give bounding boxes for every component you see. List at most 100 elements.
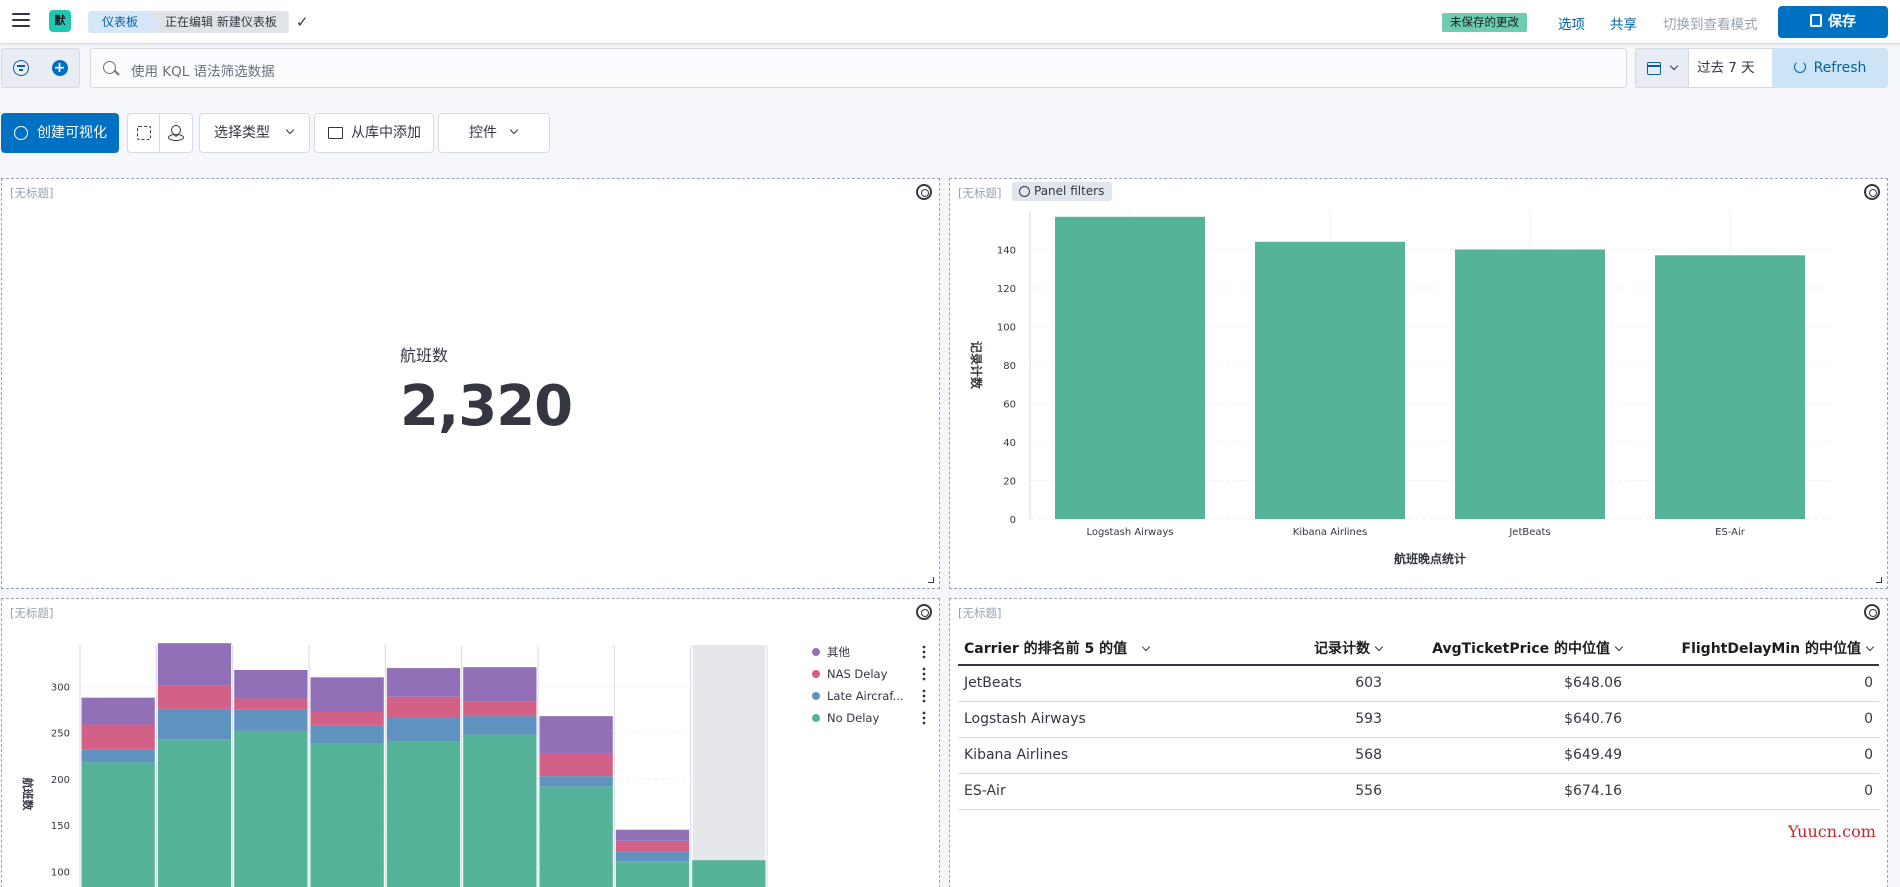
add-filter-button[interactable]: + xyxy=(40,48,80,88)
column-header-delay-min[interactable]: FlightDelayMin 的中位值 xyxy=(1628,632,1879,666)
panel-title: [无标题] xyxy=(10,186,54,200)
legend-swatch xyxy=(812,692,820,700)
folder-icon xyxy=(328,127,343,139)
chevron-down-icon xyxy=(1669,61,1679,71)
cell-carrier: Logstash Airways xyxy=(958,701,1258,738)
search-icon xyxy=(103,61,116,74)
x-tick-label: Kibana Airlines xyxy=(1293,527,1367,538)
legend-menu-icon xyxy=(922,694,926,698)
y-tick-label: 20 xyxy=(1003,477,1016,488)
legend-menu-icon xyxy=(922,655,926,659)
y-tick-label: 300 xyxy=(51,683,70,694)
resize-handle-icon[interactable] xyxy=(1876,577,1882,583)
save-icon xyxy=(1810,14,1822,27)
add-markdown-button[interactable] xyxy=(127,113,160,153)
bar-chart-panel: [无标题] Panel filters 0 20 40 60 80 100 120 140 Lo… xyxy=(949,178,1888,589)
gear-icon[interactable] xyxy=(916,184,932,200)
gear-icon[interactable] xyxy=(916,604,932,620)
highlight-band xyxy=(692,645,765,887)
cell-count: 603 xyxy=(1258,665,1388,702)
gear-icon[interactable] xyxy=(1864,604,1880,620)
legend-swatch xyxy=(812,670,820,678)
stacked-bar-segment xyxy=(157,685,232,709)
query-bar: + 使用 KQL 语法筛选数据 过去 7 天 Refresh xyxy=(0,48,1900,90)
stacked-bar-segment xyxy=(310,677,384,712)
breadcrumb-dashboards[interactable]: 仪表板 xyxy=(88,11,160,33)
panel-filters-label: Panel filters xyxy=(1034,184,1105,198)
space-avatar[interactable]: 默 xyxy=(49,10,71,32)
share-link[interactable]: 共享 xyxy=(1610,17,1637,33)
panel-title: [无标题] xyxy=(958,186,1002,200)
cell-count: 568 xyxy=(1258,737,1388,774)
panel-filters-badge[interactable]: Panel filters xyxy=(1012,182,1113,201)
stacked-bar-segment xyxy=(386,741,461,887)
menu-icon[interactable] xyxy=(12,13,30,29)
x-tick-label: Logstash Airways xyxy=(1086,527,1173,538)
y-tick-label: 60 xyxy=(1003,400,1016,411)
date-quick-menu-button[interactable] xyxy=(1635,48,1689,88)
add-from-library-label: 从库中添加 xyxy=(351,125,421,141)
save-button[interactable]: 保存 xyxy=(1778,6,1888,38)
table-row: JetBeats 603 $648.06 0 xyxy=(958,665,1879,702)
filter-menu-button[interactable] xyxy=(1,48,41,88)
legend-menu-icon xyxy=(922,672,926,676)
controls-label: 控件 xyxy=(469,125,497,141)
stacked-bar-segment xyxy=(157,708,232,740)
stacked-bar-segment xyxy=(463,734,537,887)
y-tick-label: 40 xyxy=(1003,438,1016,449)
column-header-ticket-price[interactable]: AvgTicketPrice 的中位值 xyxy=(1388,632,1628,666)
data-table: Carrier 的排名前 5 的值 记录计数 AvgTicketPrice 的中… xyxy=(958,632,1879,810)
kql-search-input[interactable]: 使用 KQL 语法筛选数据 xyxy=(90,48,1627,88)
stacked-bar-segment xyxy=(615,861,690,887)
cell-ticket-price: $648.06 xyxy=(1388,665,1628,702)
cell-ticket-price: $649.49 xyxy=(1388,737,1628,774)
stacked-bar-segment xyxy=(81,724,155,750)
chevron-down-icon xyxy=(509,125,519,135)
stacked-bar-chart: 100 150 200 250 300 航班数 其他 NAS Delay Late Aircra… xyxy=(21,643,926,887)
column-header-count[interactable]: 记录计数 xyxy=(1258,632,1388,666)
legend-menu-icon xyxy=(922,689,926,693)
create-visualization-button[interactable]: 创建可视化 xyxy=(1,113,119,153)
chevron-down-icon xyxy=(1865,642,1875,652)
add-from-library-button[interactable]: 从库中添加 xyxy=(314,113,434,153)
cell-carrier: JetBeats xyxy=(958,665,1258,702)
stacked-bar-segment xyxy=(692,860,766,887)
chevron-down-icon xyxy=(285,125,295,135)
cell-delay: 0 xyxy=(1628,773,1879,810)
column-label: AvgTicketPrice 的中位值 xyxy=(1432,641,1610,657)
legend-label: 其他 xyxy=(827,645,850,659)
column-label: 记录计数 xyxy=(1314,641,1370,657)
stacked-bar-segment xyxy=(234,709,308,731)
text-icon xyxy=(137,126,151,140)
stacked-bar-segment xyxy=(539,786,613,887)
refresh-icon xyxy=(1793,61,1806,73)
bar-chart: 0 20 40 60 80 100 120 140 Logstash Airways Kibana… xyxy=(969,211,1830,566)
y-tick-label: 250 xyxy=(51,729,70,740)
resize-handle-icon[interactable] xyxy=(928,577,934,583)
legend-swatch xyxy=(812,648,820,656)
select-type-button[interactable]: 选择类型 xyxy=(199,113,310,153)
gear-icon[interactable] xyxy=(1864,184,1880,200)
controls-button[interactable]: 控件 xyxy=(438,113,550,153)
legend-label: No Delay xyxy=(827,711,879,725)
check-icon[interactable]: ✓ xyxy=(296,13,309,31)
filter-icon xyxy=(13,60,29,76)
map-icon xyxy=(168,125,184,141)
y-tick-label: 120 xyxy=(997,284,1016,295)
cell-carrier: Kibana Airlines xyxy=(958,737,1258,774)
table-row: ES-Air 556 $674.16 0 xyxy=(958,773,1879,810)
column-header-carrier[interactable]: Carrier 的排名前 5 的值 xyxy=(958,632,1258,666)
stacked-bar-segment xyxy=(463,667,537,702)
switch-view-mode-link[interactable]: 切换到查看模式 xyxy=(1663,17,1758,33)
stacked-bar-segment xyxy=(310,725,384,744)
refresh-button[interactable]: Refresh xyxy=(1772,48,1888,88)
column-label: FlightDelayMin 的中位值 xyxy=(1681,641,1861,657)
select-type-label: 选择类型 xyxy=(214,125,270,141)
add-map-button[interactable] xyxy=(159,113,193,153)
plus-icon: + xyxy=(51,60,68,76)
bar xyxy=(1255,241,1405,520)
stacked-bar-segment xyxy=(157,739,232,887)
y-tick-label: 80 xyxy=(1003,361,1016,372)
breadcrumb-current: 正在编辑 新建仪表板 xyxy=(151,11,289,33)
options-link[interactable]: 选项 xyxy=(1558,17,1585,33)
